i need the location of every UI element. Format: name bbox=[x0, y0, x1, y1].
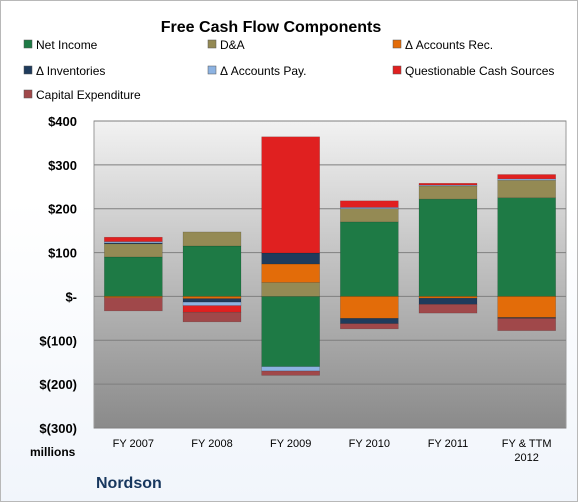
legend: Net Income D&A Δ Accounts Rec. Δ Inventorie… bbox=[23, 38, 554, 102]
bar-segment-questionable-cash-sources-fy-ttm-2012 bbox=[497, 174, 556, 180]
legend-label-delta-accounts-pay: Δ Accounts Pay. bbox=[220, 64, 307, 78]
bar-segment-capital-expenditure-fy-2007 bbox=[104, 297, 163, 312]
y-tick-label: $400 bbox=[48, 114, 77, 129]
bar-segment-delta-accounts-rec-fy-2011 bbox=[418, 296, 478, 299]
bar-segment-delta-accounts-pay-fy-2009 bbox=[261, 366, 320, 372]
bar-segment-capital-expenditure-fy-2011 bbox=[418, 304, 478, 314]
bar-segment-delta-inventories-fy-2010 bbox=[340, 318, 399, 324]
bar-segment-capital-expenditure-fy-2009 bbox=[261, 370, 320, 376]
plot-area bbox=[93, 120, 567, 429]
x-tick-label: FY & TTM 2012 bbox=[502, 438, 552, 464]
gridlines bbox=[94, 120, 566, 429]
legend-label-net-income: Net Income bbox=[36, 38, 98, 52]
bar-segment-capital-expenditure-fy-2008 bbox=[182, 311, 242, 323]
y-tick-label: $200 bbox=[48, 202, 77, 217]
legend-swatch-net-income bbox=[23, 39, 33, 49]
bar-segment-questionable-cash-sources-fy-2011 bbox=[418, 183, 478, 186]
bar-segment-net-income-fy-2009 bbox=[261, 296, 320, 367]
legend-swatch-d-a bbox=[207, 39, 217, 49]
legend-swatch-delta-accounts-rec bbox=[392, 39, 402, 49]
y-tick-label: $300 bbox=[48, 158, 77, 173]
bar-segment-delta-inventories-fy-2011 bbox=[418, 297, 478, 305]
legend-swatch-delta-inventories bbox=[23, 65, 33, 75]
bar-segment-net-income-fy-ttm-2012 bbox=[497, 197, 556, 297]
units-label: millions bbox=[30, 445, 76, 459]
bar-segment-questionable-cash-sources-fy-2009 bbox=[261, 136, 320, 254]
bar-series bbox=[104, 136, 556, 376]
legend-label-questionable-cash-sources: Questionable Cash Sources bbox=[405, 64, 554, 78]
x-tick-label: FY 2010 bbox=[349, 438, 390, 450]
legend-label-delta-accounts-rec: Δ Accounts Rec. bbox=[405, 38, 493, 52]
bar-segment-d-a-fy-ttm-2012 bbox=[497, 179, 556, 198]
bar-segment-net-income-fy-2008 bbox=[182, 245, 242, 297]
y-tick-label: $(200) bbox=[39, 377, 77, 392]
bar-segment-net-income-fy-2010 bbox=[340, 221, 399, 297]
company-name: Nordson bbox=[96, 475, 162, 492]
bar-segment-delta-accounts-rec-fy-2008 bbox=[182, 296, 242, 299]
bar-segment-delta-accounts-rec-fy-2007 bbox=[104, 296, 163, 298]
chart-title: Free Cash Flow Components bbox=[161, 19, 382, 36]
bar-segment-d-a-fy-2007 bbox=[104, 243, 163, 258]
legend-label-d-a: D&A bbox=[220, 38, 245, 52]
bar-segment-net-income-fy-2011 bbox=[418, 198, 478, 297]
bar-segment-capital-expenditure-fy-ttm-2012 bbox=[497, 318, 556, 331]
legend-swatch-capital-expenditure bbox=[23, 89, 33, 99]
x-tick-label: FY 2011 bbox=[428, 438, 469, 450]
bar-segment-delta-inventories-fy-2008 bbox=[182, 298, 242, 303]
legend-swatch-delta-accounts-pay bbox=[207, 65, 217, 75]
x-axis: FY 2007 FY 2008 FY 2009 FY 2010 FY 2011 FY & … bbox=[113, 438, 552, 464]
y-tick-label: $(100) bbox=[39, 333, 77, 348]
bar-segment-questionable-cash-sources-fy-2010 bbox=[340, 200, 399, 208]
y-tick-label: $100 bbox=[48, 246, 77, 261]
bar-segment-net-income-fy-2007 bbox=[104, 256, 163, 297]
bar-segment-capital-expenditure-fy-2010 bbox=[340, 323, 399, 330]
bar-segment-delta-accounts-pay-fy-ttm-2012 bbox=[497, 178, 556, 181]
bar-segment-questionable-cash-sources-fy-2007 bbox=[104, 236, 163, 242]
y-axis: $400 $300 $200 $100 $- $(100) $(200) $(300) bbox=[39, 114, 77, 436]
legend-label-delta-inventories: Δ Inventories bbox=[36, 64, 105, 78]
bar-segment-delta-accounts-rec-fy-2009 bbox=[261, 263, 320, 283]
y-tick-label: $(300) bbox=[39, 421, 77, 436]
bar-segment-d-a-fy-2010 bbox=[340, 208, 399, 223]
y-tick-label: $- bbox=[65, 289, 77, 304]
bar-segment-delta-accounts-rec-fy-ttm-2012 bbox=[497, 296, 556, 318]
bar-segment-d-a-fy-2011 bbox=[418, 185, 478, 200]
x-tick-label: FY 2009 bbox=[270, 438, 311, 450]
bar-segment-questionable-cash-sources-fy-2008 bbox=[182, 305, 242, 313]
x-tick-label: FY 2007 bbox=[113, 438, 154, 450]
bar-segment-d-a-fy-2009 bbox=[261, 282, 320, 297]
bar-segment-d-a-fy-2008 bbox=[182, 231, 242, 247]
x-tick-label: FY 2008 bbox=[191, 438, 232, 450]
bar-segment-delta-inventories-fy-2009 bbox=[261, 252, 320, 265]
bar-segment-delta-accounts-rec-fy-2010 bbox=[340, 296, 399, 319]
legend-label-capital-expenditure: Capital Expenditure bbox=[36, 88, 141, 102]
legend-swatch-questionable-cash-sources bbox=[392, 65, 402, 75]
bar-segment-delta-accounts-pay-fy-2008 bbox=[182, 301, 242, 306]
